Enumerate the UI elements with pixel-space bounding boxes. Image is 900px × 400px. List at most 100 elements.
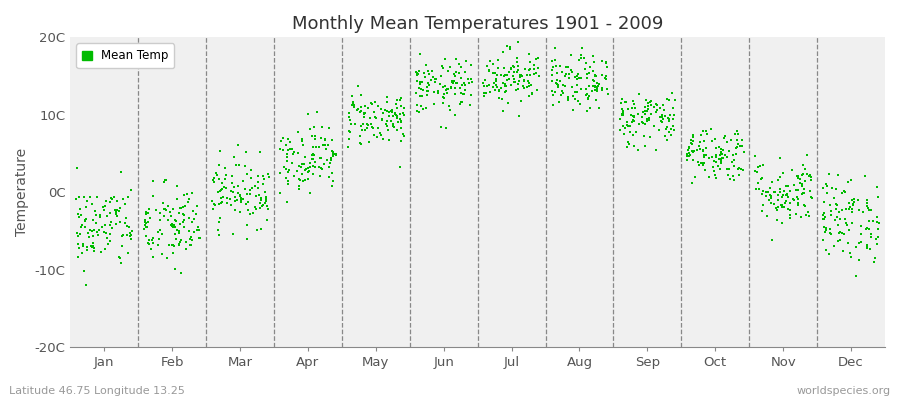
Point [756, 188, 770, 194]
Point [364, 100, 379, 107]
Point [292, 176, 306, 182]
Point [176, 219, 191, 225]
Point [435, 62, 449, 69]
Point [709, 144, 724, 151]
Point [253, 148, 267, 155]
Point [371, 125, 385, 132]
Point [261, 206, 275, 212]
Point [590, 86, 605, 92]
Point [412, 51, 427, 57]
Point [659, 126, 673, 132]
Point [644, 98, 658, 104]
Point [113, 260, 128, 266]
Point [103, 222, 117, 228]
Point [344, 120, 358, 127]
Point [354, 104, 368, 110]
Point [255, 203, 269, 210]
Point [547, 56, 562, 63]
Point [495, 49, 509, 55]
Point [656, 115, 670, 122]
Point [192, 235, 206, 241]
Point [477, 76, 491, 83]
Point [666, 123, 680, 130]
Point [500, 100, 515, 106]
Point [241, 206, 256, 213]
Point [390, 113, 404, 119]
Point [665, 90, 680, 97]
Point [580, 108, 594, 114]
Point [382, 109, 396, 115]
Point [837, 230, 851, 237]
Point [315, 124, 329, 131]
Point [257, 175, 272, 182]
Point [123, 236, 138, 243]
Point [349, 106, 364, 113]
Point [312, 163, 327, 170]
Point [860, 205, 875, 211]
Point [872, 220, 886, 226]
Point [506, 63, 520, 70]
Point [720, 139, 734, 145]
Point [423, 77, 437, 83]
Point [447, 91, 462, 97]
Point [751, 164, 765, 170]
Point [454, 99, 468, 105]
Point [626, 113, 641, 120]
Point [239, 190, 254, 197]
Point [191, 224, 205, 230]
Point [618, 125, 633, 131]
Point [586, 77, 600, 83]
Point [777, 204, 791, 210]
Point [179, 239, 194, 245]
Point [581, 93, 596, 99]
Point [500, 77, 514, 84]
Point [686, 132, 700, 138]
Point [390, 105, 404, 111]
Point [783, 200, 797, 206]
Point [166, 243, 181, 250]
Point [860, 203, 874, 209]
Point [243, 174, 257, 181]
Point [641, 106, 655, 112]
Point [76, 242, 90, 249]
Point [242, 191, 256, 197]
Point [523, 59, 537, 66]
Point [815, 215, 830, 222]
Point [507, 64, 521, 70]
Point [236, 178, 250, 184]
Point [166, 205, 180, 212]
Point [788, 186, 803, 193]
Point [600, 91, 615, 97]
Point [797, 203, 812, 209]
Point [230, 196, 245, 203]
Point [762, 197, 777, 203]
Point [496, 108, 510, 114]
Point [245, 185, 259, 191]
Point [482, 67, 496, 74]
Point [280, 199, 294, 206]
Point [854, 231, 868, 237]
Point [709, 154, 724, 160]
Point [185, 219, 200, 225]
Point [419, 92, 434, 98]
Point [510, 86, 525, 92]
Point [453, 85, 467, 92]
Point [783, 215, 797, 222]
Point [588, 72, 602, 79]
Point [104, 195, 119, 202]
Point [158, 176, 172, 183]
Point [631, 147, 645, 154]
Point [428, 78, 443, 85]
Point [510, 63, 525, 69]
Point [327, 151, 341, 157]
Point [662, 116, 676, 123]
Point [185, 237, 200, 243]
Point [795, 183, 809, 189]
Point [787, 182, 801, 188]
Point [178, 246, 193, 252]
Point [79, 216, 94, 223]
Point [544, 78, 559, 84]
Point [392, 111, 407, 117]
Point [569, 89, 583, 96]
Point [509, 69, 524, 75]
